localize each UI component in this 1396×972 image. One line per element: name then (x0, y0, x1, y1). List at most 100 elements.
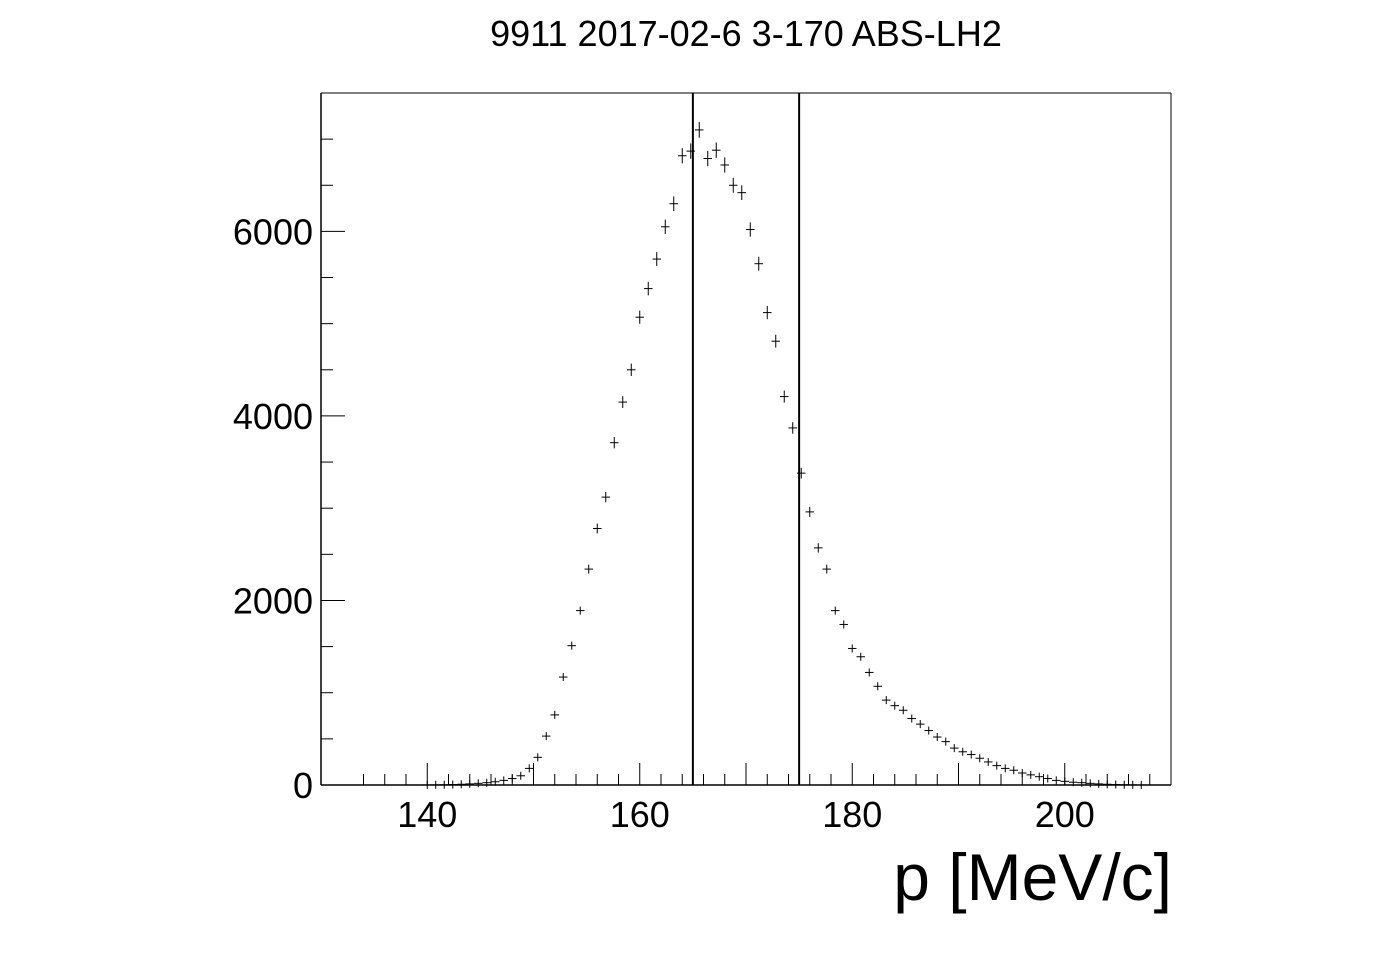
data-point (661, 219, 670, 234)
data-point (593, 523, 602, 534)
data-point (695, 122, 704, 138)
data-point (1077, 778, 1086, 787)
data-point (780, 390, 789, 403)
plot-frame (320, 92, 1172, 786)
data-point (1069, 778, 1078, 787)
data-point (754, 256, 763, 271)
data-point (831, 606, 840, 615)
data-point (576, 606, 585, 615)
data-point (601, 491, 610, 503)
data-point (431, 780, 440, 789)
data-point (763, 305, 772, 320)
data-point (610, 437, 619, 449)
data-point (839, 620, 848, 629)
data-point (542, 732, 551, 741)
data-point (627, 363, 636, 376)
data-point (508, 774, 517, 783)
data-point (916, 720, 925, 729)
data-point (1137, 780, 1146, 789)
data-point (1103, 780, 1112, 789)
data-point (729, 177, 738, 193)
data-point (678, 148, 687, 164)
data-point (941, 737, 950, 746)
data-point (457, 780, 466, 789)
data-point (992, 761, 1001, 770)
data-point (907, 714, 916, 723)
data-point (1128, 780, 1137, 789)
data-point (686, 143, 695, 159)
data-point (499, 776, 508, 785)
data-point (1043, 774, 1052, 783)
data-point (1018, 769, 1027, 778)
data-point (635, 310, 644, 324)
data-point (669, 196, 678, 212)
data-point (967, 750, 976, 759)
data-point (856, 652, 865, 661)
data-point (1009, 766, 1018, 775)
data-point (652, 252, 661, 267)
data-point (958, 747, 967, 756)
data-point (559, 673, 568, 682)
data-point (448, 780, 457, 789)
x-tick-label: 160 (610, 794, 670, 835)
data-point (703, 150, 712, 167)
data-point (873, 682, 882, 691)
data-point (882, 696, 891, 705)
data-point (644, 281, 653, 296)
data-point (474, 779, 483, 788)
data-point (788, 422, 797, 434)
y-tick-label: 4000 (233, 396, 313, 437)
data-point (567, 641, 576, 650)
data-point (618, 396, 627, 409)
data-point (465, 779, 474, 788)
data-point (848, 644, 857, 653)
axis-ticks (321, 138, 1151, 786)
data-point (924, 726, 933, 735)
data-point (423, 780, 432, 789)
data-point (533, 753, 542, 762)
data-point (822, 564, 831, 574)
data-point (516, 771, 525, 780)
x-axis-title: p [MeV/c] (893, 840, 1172, 914)
data-point (1120, 780, 1129, 789)
data-point (771, 334, 780, 348)
data-point (1111, 780, 1120, 789)
data-point (737, 185, 746, 201)
data-point (1026, 770, 1035, 779)
data-point (584, 564, 593, 574)
cut-lines (691, 93, 801, 785)
data-point (1086, 779, 1095, 788)
x-tick-label: 180 (822, 794, 882, 835)
data-point (712, 142, 721, 158)
data-point (525, 764, 534, 773)
data-point (933, 733, 942, 742)
data-point (899, 706, 908, 715)
chart-title: 9911 2017-02-6 3-170 ABS-LH2 (490, 13, 1002, 54)
data-point (1001, 764, 1010, 773)
y-tick-label: 6000 (233, 211, 313, 252)
data-point (984, 757, 993, 766)
data-point (440, 780, 449, 789)
data-point (1094, 779, 1103, 788)
data-point (890, 701, 899, 710)
x-tick-label: 140 (397, 794, 457, 835)
data-point (1060, 777, 1069, 786)
data-point (720, 157, 729, 173)
data-point (1052, 776, 1061, 785)
y-tick-label: 2000 (233, 580, 313, 621)
data-point (1035, 772, 1044, 781)
data-point (797, 467, 806, 479)
data-point (950, 744, 959, 753)
data-points (363, 122, 1163, 789)
data-point (491, 777, 500, 786)
y-tick-label: 0 (293, 765, 313, 806)
data-point (865, 668, 874, 677)
data-point (814, 543, 823, 553)
data-point (975, 754, 984, 763)
x-tick-label: 200 (1035, 794, 1095, 835)
data-point (805, 506, 814, 517)
data-point (550, 710, 559, 719)
data-point (482, 778, 491, 787)
